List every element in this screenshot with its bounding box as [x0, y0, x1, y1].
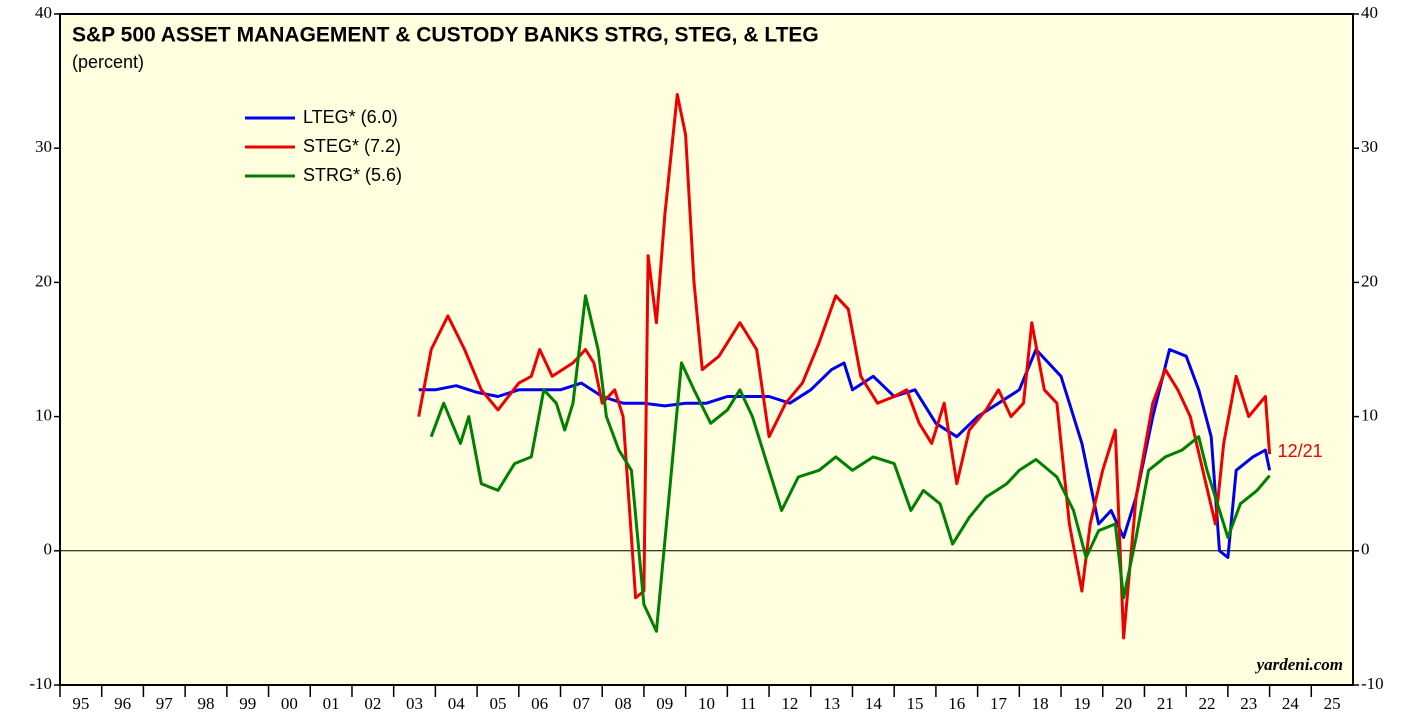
y2-tick-label: 10 [1361, 406, 1378, 425]
x-tick-label: 23 [1240, 694, 1257, 713]
x-tick-label: 01 [323, 694, 340, 713]
y2-tick-label: 0 [1361, 540, 1370, 559]
x-tick-label: 95 [72, 694, 89, 713]
x-tick-label: 17 [990, 694, 1008, 713]
y2-tick-label: -10 [1361, 674, 1384, 693]
y-tick-label: 10 [35, 406, 52, 425]
x-tick-label: 06 [531, 694, 548, 713]
x-tick-label: 99 [239, 694, 256, 713]
x-tick-label: 20 [1115, 694, 1132, 713]
x-tick-label: 15 [907, 694, 924, 713]
x-tick-label: 10 [698, 694, 715, 713]
x-tick-label: 09 [656, 694, 673, 713]
x-tick-label: 12 [781, 694, 798, 713]
chart-title: S&P 500 ASSET MANAGEMENT & CUSTODY BANKS… [72, 24, 819, 47]
y2-tick-label: 20 [1361, 271, 1378, 290]
annotation: 12/21 [1278, 441, 1323, 461]
legend-label: STEG* (7.2) [303, 136, 401, 156]
x-tick-label: 08 [615, 694, 632, 713]
x-tick-label: 96 [114, 694, 131, 713]
x-tick-label: 25 [1324, 694, 1341, 713]
line [418, 348, 1272, 559]
x-tick-label: 07 [573, 694, 591, 713]
y-tick-label: 0 [44, 540, 53, 559]
x-tick-label: 13 [823, 694, 840, 713]
x-tick-label: 19 [1073, 694, 1090, 713]
x-tick-label: 03 [406, 694, 423, 713]
chart-subtitle: (percent) [72, 52, 144, 72]
x-tick-label: 97 [156, 694, 174, 713]
x-tick-label: 16 [948, 694, 965, 713]
y2-tick-label: 30 [1361, 137, 1378, 156]
y-tick-label: -10 [29, 674, 52, 693]
line [417, 93, 1272, 640]
legend-label: STRG* (5.6) [303, 165, 402, 185]
x-tick-label: 22 [1199, 694, 1216, 713]
y-tick-label: 20 [35, 271, 52, 290]
x-tick-label: 00 [281, 694, 298, 713]
line [429, 294, 1271, 633]
legend-label: LTEG* (6.0) [303, 107, 398, 127]
y-tick-label: 30 [35, 137, 52, 156]
x-tick-label: 11 [740, 694, 756, 713]
y-tick-label: 40 [35, 3, 52, 22]
x-tick-label: 21 [1157, 694, 1174, 713]
y2-tick-label: 40 [1361, 3, 1378, 22]
plot-area [59, 13, 1354, 686]
x-tick-label: 05 [489, 694, 506, 713]
x-tick-label: 02 [364, 694, 381, 713]
x-tick-label: 14 [865, 694, 883, 713]
x-tick-label: 24 [1282, 694, 1300, 713]
source: yardeni.com [1255, 655, 1343, 674]
x-tick-label: 18 [1032, 694, 1049, 713]
x-tick-label: 04 [448, 694, 466, 713]
x-tick-label: 98 [197, 694, 214, 713]
